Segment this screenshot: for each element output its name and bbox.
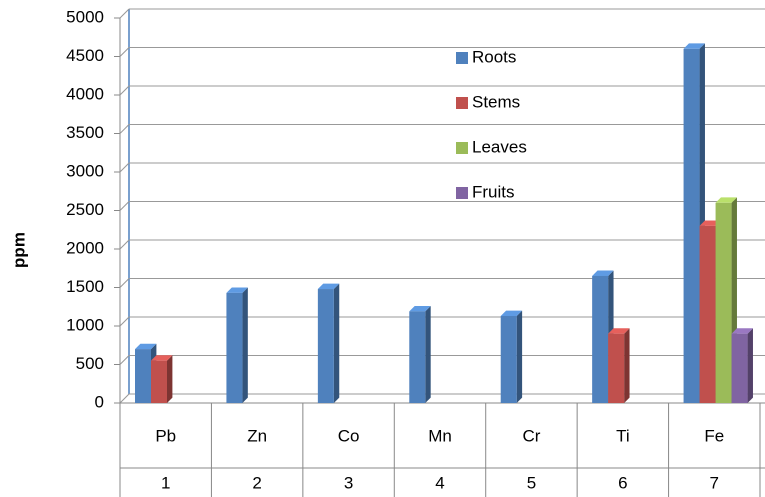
legend-label: Fruits [472, 182, 515, 201]
y-tick-label: 5000 [66, 7, 104, 26]
x-tick-label: Co [338, 426, 360, 445]
bar [683, 48, 700, 404]
bar [151, 360, 167, 403]
y-tick-label: 0 [95, 392, 104, 411]
bar [226, 292, 243, 403]
x-tick-label: Fe [704, 426, 724, 445]
x-tick-label: Zn [247, 426, 267, 445]
x-tick-label: Ti [616, 426, 630, 445]
grid-line [119, 124, 130, 134]
y-tick-label: 4000 [66, 84, 104, 103]
bar-top [317, 283, 340, 290]
bar-side [516, 310, 523, 403]
x-tick-label-level2: 7 [710, 473, 719, 492]
x-tick-label: Mn [428, 426, 452, 445]
y-tick-label: 500 [76, 354, 104, 373]
bar [409, 311, 426, 403]
grid-line [119, 239, 130, 250]
bar [592, 275, 609, 403]
y-tick-label: 2500 [66, 200, 104, 219]
bar-top [500, 310, 523, 316]
x-tick-label-level2: 5 [527, 473, 536, 492]
bar-top [608, 328, 630, 334]
x-tick-label-level2: 4 [435, 473, 444, 492]
x-tick-label-level2: 2 [252, 473, 261, 492]
bar [317, 289, 334, 403]
legend-swatch [456, 187, 468, 199]
y-tick-label: 4500 [66, 46, 104, 65]
grid-line [119, 355, 130, 365]
bar-top [135, 343, 157, 350]
grid-line [119, 47, 130, 57]
bar-top [592, 270, 614, 276]
bar [715, 202, 732, 403]
grid-line [119, 8, 130, 19]
x-tick-label-level2: 6 [618, 473, 627, 492]
legend-swatch [456, 97, 468, 109]
bar-top [715, 197, 737, 203]
legend-label: Stems [472, 92, 520, 111]
bar-side [242, 287, 248, 403]
legend-swatch [456, 52, 468, 64]
y-tick-label: 3500 [66, 123, 104, 142]
legend-label: Leaves [472, 137, 527, 156]
bar-top [409, 305, 431, 312]
y-tick-label: 1000 [66, 315, 104, 334]
x-tick-label: Cr [522, 426, 540, 445]
bar [731, 333, 748, 403]
x-tick-label: Pb [155, 426, 176, 445]
grid-line [119, 278, 130, 288]
bar [135, 349, 151, 403]
bar-top [683, 43, 705, 49]
grid-line [119, 162, 130, 173]
bar-top [731, 328, 753, 334]
bar [699, 225, 716, 403]
bar-top [151, 355, 173, 361]
bar [500, 315, 517, 403]
bar-side [747, 328, 753, 403]
grid-line [119, 316, 130, 327]
grid-line [119, 85, 130, 96]
grid-line [119, 201, 130, 211]
legend-swatch [456, 142, 468, 154]
legend-label: Roots [472, 47, 516, 66]
bar-top [226, 287, 248, 293]
grid-line [119, 393, 130, 404]
bar-side [167, 355, 173, 403]
y-tick-label: 2000 [66, 238, 104, 257]
y-axis-label: ppm [9, 232, 28, 268]
x-tick-label-level2: 1 [161, 473, 170, 492]
y-tick-label: 3000 [66, 161, 104, 180]
y-tick-label: 1500 [66, 277, 104, 296]
bar-side [333, 283, 340, 403]
bar-side [624, 328, 630, 403]
bar [608, 333, 625, 403]
x-tick-label-level2: 3 [344, 473, 353, 492]
bar-side [425, 305, 431, 403]
